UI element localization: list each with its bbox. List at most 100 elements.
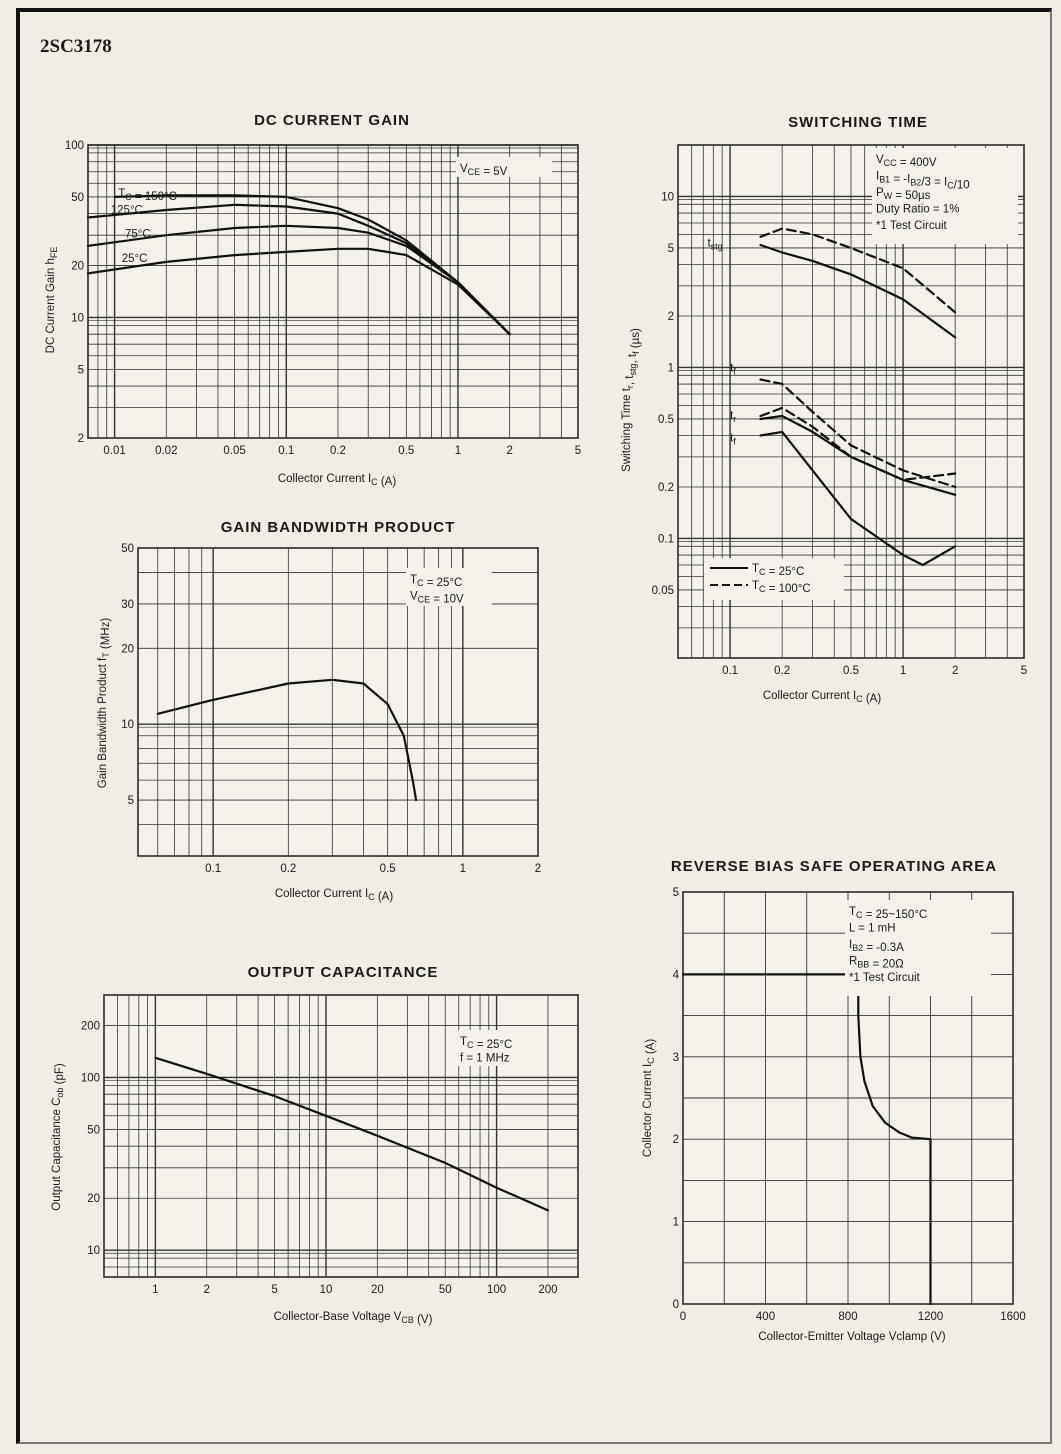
annotation-text: TC = 25°C [460, 1036, 512, 1051]
x-tick-label: 1 [152, 1284, 158, 1296]
chart-title: GAIN BANDWIDTH PRODUCT [221, 519, 455, 536]
y-tick-label: 50 [121, 543, 134, 555]
y-tick-label: 2 [78, 433, 84, 445]
x-tick-label: 2 [535, 863, 541, 875]
annotation-text: TC = 25~150°C [849, 906, 927, 921]
series-line [681, 973, 932, 1306]
y-tick-label: 5 [673, 887, 679, 899]
x-tick-label: 1 [460, 863, 466, 875]
chart-title: DC CURRENT GAIN [254, 112, 410, 129]
x-tick-label: 0.01 [103, 445, 125, 457]
x-tick-label: 0.2 [280, 863, 296, 875]
x-tick-label: 50 [439, 1284, 452, 1296]
annotation-text: TC = 25°C [410, 574, 462, 589]
y-tick-label: 1 [668, 362, 674, 374]
y-tick-label: 100 [65, 140, 84, 152]
curve-label: tstg [707, 237, 722, 251]
x-tick-label: 5 [271, 1284, 277, 1296]
annotation-box [456, 1030, 542, 1066]
x-tick-label: 20 [371, 1284, 384, 1296]
chart-output_capacitance: OUTPUT CAPACITANCE 1 2 5 10 20 50 100 200 10 20 50 1… [51, 964, 579, 1326]
legend-label: TC = 100°C [752, 580, 811, 595]
curve-label: tf [730, 362, 736, 376]
x-tick-label: 10 [320, 1284, 333, 1296]
curve-label: tr [730, 410, 736, 424]
grid [137, 547, 539, 857]
x-tick-label: 1200 [918, 1311, 944, 1323]
y-tick-label: 20 [121, 643, 134, 655]
x-tick-label: 400 [756, 1311, 775, 1323]
y-tick-label: 100 [81, 1072, 100, 1084]
y-tick-label: 0.05 [652, 585, 674, 597]
x-tick-label: 1 [900, 665, 906, 677]
series-line [759, 406, 957, 481]
series-line [759, 243, 957, 339]
x-tick-label: 2 [204, 1284, 210, 1296]
x-tick-label: 2 [952, 665, 958, 677]
y-axis-label: Switching Time tr, tstg, tf (µs) [621, 328, 642, 472]
chart-title: OUTPUT CAPACITANCE [248, 964, 439, 981]
chart-gain_bandwidth_product: GAIN BANDWIDTH PRODUCT 0.1 0.2 0.5 1 2 5 10 20 30… [97, 519, 541, 903]
x-tick-label: 0.2 [330, 445, 346, 457]
y-axis-label: Gain Bandwidth Product fT (MHz) [97, 618, 112, 789]
annotation-box [456, 157, 552, 177]
x-tick-label: 0.02 [155, 445, 177, 457]
series-line [759, 414, 957, 496]
y-tick-label: 0.5 [658, 414, 674, 426]
y-tick-label: 0.2 [658, 482, 674, 494]
x-axis-label: Collector-Emitter Voltage Vclamp (V) [758, 1331, 945, 1343]
chart-switching_time: SWITCHING TIME 0.1 0.2 0.5 1 2 5 0.05 0.1 0.2 0.5 1… [621, 114, 1027, 705]
x-tick-label: 800 [838, 1311, 857, 1323]
x-tick-label: 0.1 [205, 863, 221, 875]
x-tick-label: 5 [575, 445, 581, 457]
curve-label: tf [730, 432, 736, 446]
page-frame [16, 8, 1052, 1444]
x-axis-label: Collector Current IC (A) [278, 473, 396, 488]
series-line [154, 1056, 550, 1212]
chart-dc_current_gain: DC CURRENT GAIN 0.01 0.02 0.05 0.1 0.2 0.5 1 2 5 2… [45, 112, 581, 488]
y-tick-label: 3 [673, 1052, 679, 1064]
y-axis-label: Collector Current IC (A) [642, 1039, 657, 1157]
annotation-text: VCE = 10V [410, 591, 464, 606]
series-line [759, 430, 957, 567]
y-tick-label: 10 [121, 719, 134, 731]
chart-title: SWITCHING TIME [788, 114, 928, 131]
x-tick-label: 0.1 [722, 665, 738, 677]
y-tick-label: 5 [78, 364, 84, 376]
x-tick-label: 200 [538, 1284, 557, 1296]
y-tick-label: 2 [668, 311, 674, 323]
y-tick-label: 20 [71, 261, 84, 273]
y-tick-label: 30 [121, 599, 134, 611]
x-tick-label: 5 [1021, 665, 1027, 677]
y-axis-label: DC Current Gain hFE [45, 247, 59, 354]
y-tick-label: 50 [71, 192, 84, 204]
y-axis-label: Output Capacitance Cob (pF) [51, 1063, 66, 1211]
part-number-title: 2SC3178 [40, 36, 112, 57]
chart-rbsoa: REVERSE BIAS SAFE OPERATING AREA 0 400 800 1… [642, 858, 1026, 1343]
annotation-text: Duty Ratio = 1% [876, 204, 959, 216]
y-tick-label: 10 [87, 1245, 100, 1257]
annotation-text: *1 Test Circuit [849, 972, 921, 984]
x-tick-label: 0.05 [223, 445, 245, 457]
annotation-box [872, 148, 1018, 244]
series-line [156, 678, 418, 802]
y-tick-label: 2 [673, 1134, 679, 1146]
series-line [759, 227, 957, 314]
annotation-text: IB1 = -IB2/3 = IC/10 [876, 171, 970, 192]
chart-title: REVERSE BIAS SAFE OPERATING AREA [671, 858, 997, 875]
y-tick-label: 5 [128, 795, 134, 807]
x-tick-label: 0.5 [380, 863, 396, 875]
y-tick-label: 20 [87, 1193, 100, 1205]
y-tick-label: 0 [673, 1299, 679, 1311]
y-tick-label: 4 [673, 969, 680, 981]
curve-label: 125°C [111, 205, 143, 217]
series-line [86, 247, 511, 336]
annotation-text: *1 Test Circuit [876, 220, 948, 232]
curve-label: 25°C [122, 253, 148, 265]
y-tick-label: 5 [668, 243, 674, 255]
annotation-text: f = 1 MHz [460, 1053, 510, 1065]
x-axis-label: Collector Current IC (A) [275, 888, 393, 903]
annotation-box [406, 568, 492, 606]
legend-label: TC = 25°C [752, 563, 804, 578]
